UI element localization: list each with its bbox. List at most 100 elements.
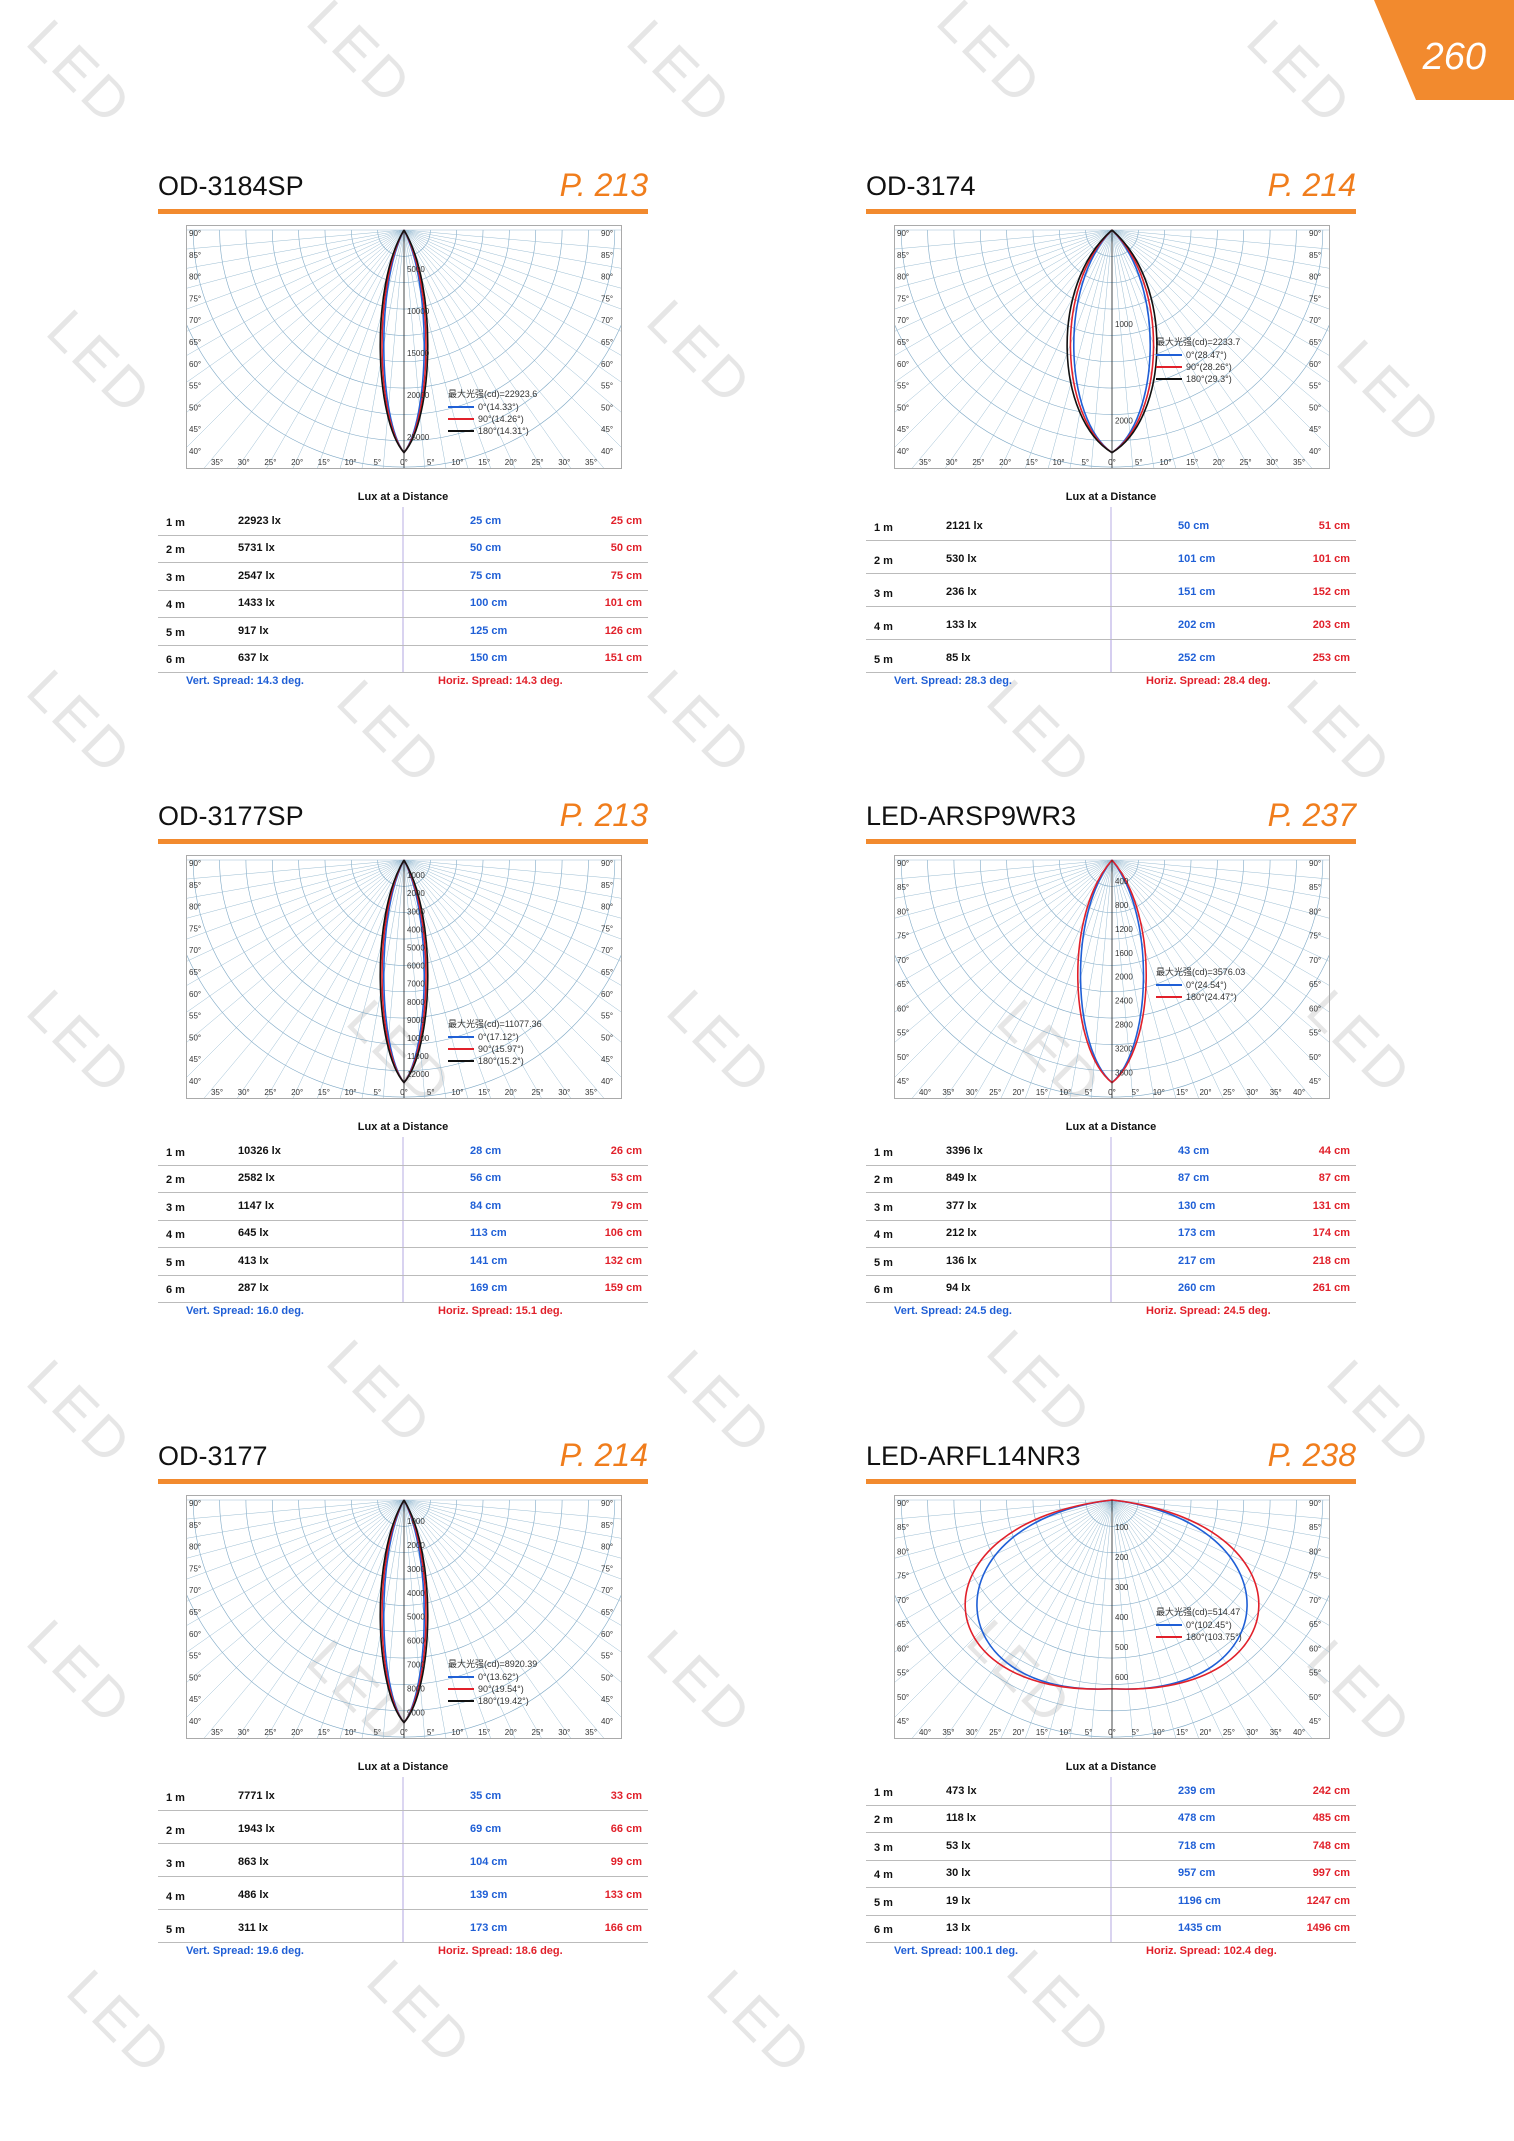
polar-grid-ray (187, 229, 405, 332)
photometric-panel: LED-ARFL14NR3 P. 238 100 200 300 400 500 600 9… (866, 1435, 1356, 2025)
polar-grid-ray (187, 1499, 405, 1626)
lux-table-title: Lux at a Distance (357, 491, 449, 503)
bottom-angle-label: 25° (972, 458, 984, 467)
distance: 4 m (166, 1891, 185, 1903)
polar-grid-ray (1111, 229, 1329, 250)
polar-grid-ray (187, 859, 405, 899)
polar-grid-ray (187, 859, 405, 880)
legend-entry: 0°(14.33°) (448, 401, 537, 413)
radial-scale-label: 2000 (407, 1541, 425, 1550)
side-angle-label-left: 70° (189, 946, 201, 955)
side-angle-label-left: 40° (189, 1717, 201, 1726)
page-corner-tab (1374, 0, 1514, 100)
polar-grid-ray (403, 1499, 621, 1520)
watermark-text: LED (15, 977, 146, 1108)
legend-label: 90°(14.26°) (478, 414, 524, 424)
page-reference: P. 214 (559, 1437, 648, 1473)
vertical-width: 43 cm (1178, 1144, 1210, 1157)
polar-grid-ray (945, 229, 1113, 468)
legend-entry: 180°(14.31°) (448, 425, 537, 437)
radial-scale-label: 100 (1115, 1523, 1129, 1532)
radial-scale-label: 3000 (407, 1565, 425, 1574)
lux-value: 212 lx (946, 1227, 977, 1239)
distance: 2 m (166, 1174, 185, 1186)
radial-scale-label: 1000 (407, 871, 425, 880)
horizontal-width: 133 cm (604, 1889, 642, 1901)
radial-scale-label: 15000 (407, 349, 430, 358)
distance: 1 m (874, 1786, 893, 1799)
polar-grid-ray (187, 229, 405, 310)
polar-intensity-chart: 5000 10000 15000 20000 25000 90° 90° 85° 85° 80° 8… (186, 225, 622, 469)
polar-grid-ray (1111, 1499, 1250, 1738)
polar-grid-ray (237, 229, 405, 468)
polar-grid-ray (1111, 1499, 1279, 1738)
polar-grid-ray (1111, 859, 1329, 1078)
polar-grid-ray (403, 1499, 571, 1738)
lux-row: 2 m 118 lx 478 cm 485 cm (866, 1810, 1356, 1833)
page-reference: P. 238 (1267, 1437, 1356, 1473)
polar-grid-ray (292, 1499, 405, 1738)
distance: 5 m (874, 1896, 893, 1909)
bottom-angle-label: 20° (291, 458, 303, 467)
vertical-spread: Vert. Spread: 14.3 deg. (186, 675, 304, 687)
bottom-angle-label: 5° (1132, 1728, 1140, 1737)
vertical-width: 151 cm (1178, 586, 1216, 598)
legend-swatch (1156, 1624, 1182, 1626)
page-reference: P. 214 (1267, 167, 1356, 203)
side-angle-label-left: 85° (897, 883, 909, 892)
horizontal-width: 132 cm (604, 1254, 642, 1267)
side-angle-label-right: 50° (601, 1033, 613, 1042)
polar-grid-ray (895, 859, 1113, 1043)
polar-grid-ray (1111, 1499, 1313, 1738)
bottom-angle-label: 20° (1213, 458, 1225, 467)
horizontal-width: 218 cm (1312, 1254, 1350, 1267)
bottom-angle-label: 15° (318, 458, 330, 467)
side-angle-label-left: 55° (189, 382, 201, 391)
vertical-width: 101 cm (1178, 553, 1216, 565)
horizontal-spread: Horiz. Spread: 24.5 deg. (1146, 1305, 1271, 1317)
distance: 3 m (166, 571, 185, 584)
radial-scale-label: 7000 (407, 980, 425, 989)
bottom-angle-label: 5° (1132, 1088, 1140, 1097)
polar-grid-ray (1111, 1499, 1329, 1683)
vertical-width: 75 cm (470, 569, 502, 582)
legend-entry: 0°(28.47°) (1156, 349, 1240, 361)
side-angle-label-left: 55° (897, 1029, 909, 1038)
watermark-text: LED (655, 1337, 786, 1468)
side-angle-label-left: 90° (897, 229, 909, 238)
vertical-width: 957 cm (1178, 1867, 1216, 1879)
side-angle-label-right: 70° (601, 316, 613, 325)
header-rule (158, 209, 648, 214)
header-rule (866, 839, 1356, 844)
vertical-width: 56 cm (470, 1172, 502, 1184)
photometric-panel: OD-3177 P. 214 1000 2000 3000 4000 5000 6000 7… (158, 1435, 648, 2025)
side-angle-label-right: 40° (601, 1077, 613, 1086)
bottom-angle-label: 30° (1246, 1088, 1258, 1097)
bottom-angle-label: 35° (585, 1088, 597, 1097)
side-angle-label-right: 60° (1309, 1644, 1321, 1653)
polar-grid-ray (895, 859, 1113, 940)
side-angle-label-left: 70° (189, 316, 201, 325)
lux-value: 1433 lx (238, 597, 275, 609)
side-angle-label-right: 75° (601, 1564, 613, 1573)
horizontal-spread: Horiz. Spread: 18.6 deg. (438, 1945, 563, 1957)
legend-swatch (448, 1048, 474, 1050)
side-angle-label-right: 80° (1309, 907, 1321, 916)
horizontal-width: 51 cm (1318, 520, 1350, 532)
polar-grid-ray (203, 229, 405, 468)
polar-grid-ray (1111, 859, 1329, 1013)
lux-row: 6 m 287 lx 169 cm 159 cm (158, 1280, 648, 1303)
polar-intensity-chart: 1000 2000 3000 4000 5000 6000 7000 8000 9000 1000… (186, 855, 622, 1099)
radial-scale-label: 2000 (1115, 417, 1133, 426)
legend-swatch (448, 1700, 474, 1702)
legend-swatch (1156, 378, 1182, 380)
vertical-width: 260 cm (1178, 1282, 1216, 1294)
side-angle-label-right: 90° (1309, 859, 1321, 868)
lux-value: 530 lx (946, 553, 977, 565)
radial-scale-label: 10000 (407, 307, 430, 316)
radial-scale-label: 9000 (407, 1708, 425, 1717)
vertical-width: 35 cm (470, 1790, 502, 1802)
polar-grid-ray (403, 859, 621, 986)
side-angle-label-left: 85° (189, 1521, 201, 1530)
polar-grid-ray (187, 1499, 405, 1718)
